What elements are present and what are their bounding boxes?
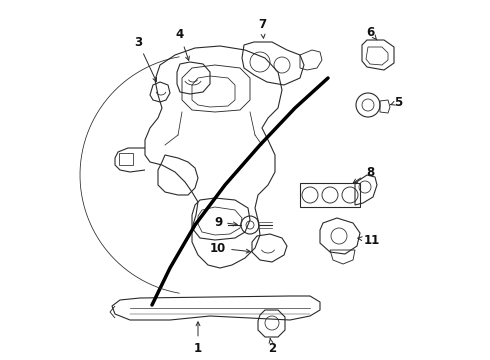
Text: 9: 9	[214, 216, 237, 229]
Text: 4: 4	[176, 28, 189, 60]
Text: 2: 2	[268, 339, 276, 355]
Text: 7: 7	[258, 18, 266, 38]
Text: 1: 1	[194, 322, 202, 355]
Text: 6: 6	[366, 26, 377, 40]
Text: 8: 8	[353, 166, 374, 183]
Bar	[119, 153, 133, 165]
Text: 5: 5	[391, 95, 402, 108]
Text: 11: 11	[358, 234, 380, 247]
Text: 3: 3	[134, 36, 156, 81]
Text: 10: 10	[210, 242, 250, 255]
